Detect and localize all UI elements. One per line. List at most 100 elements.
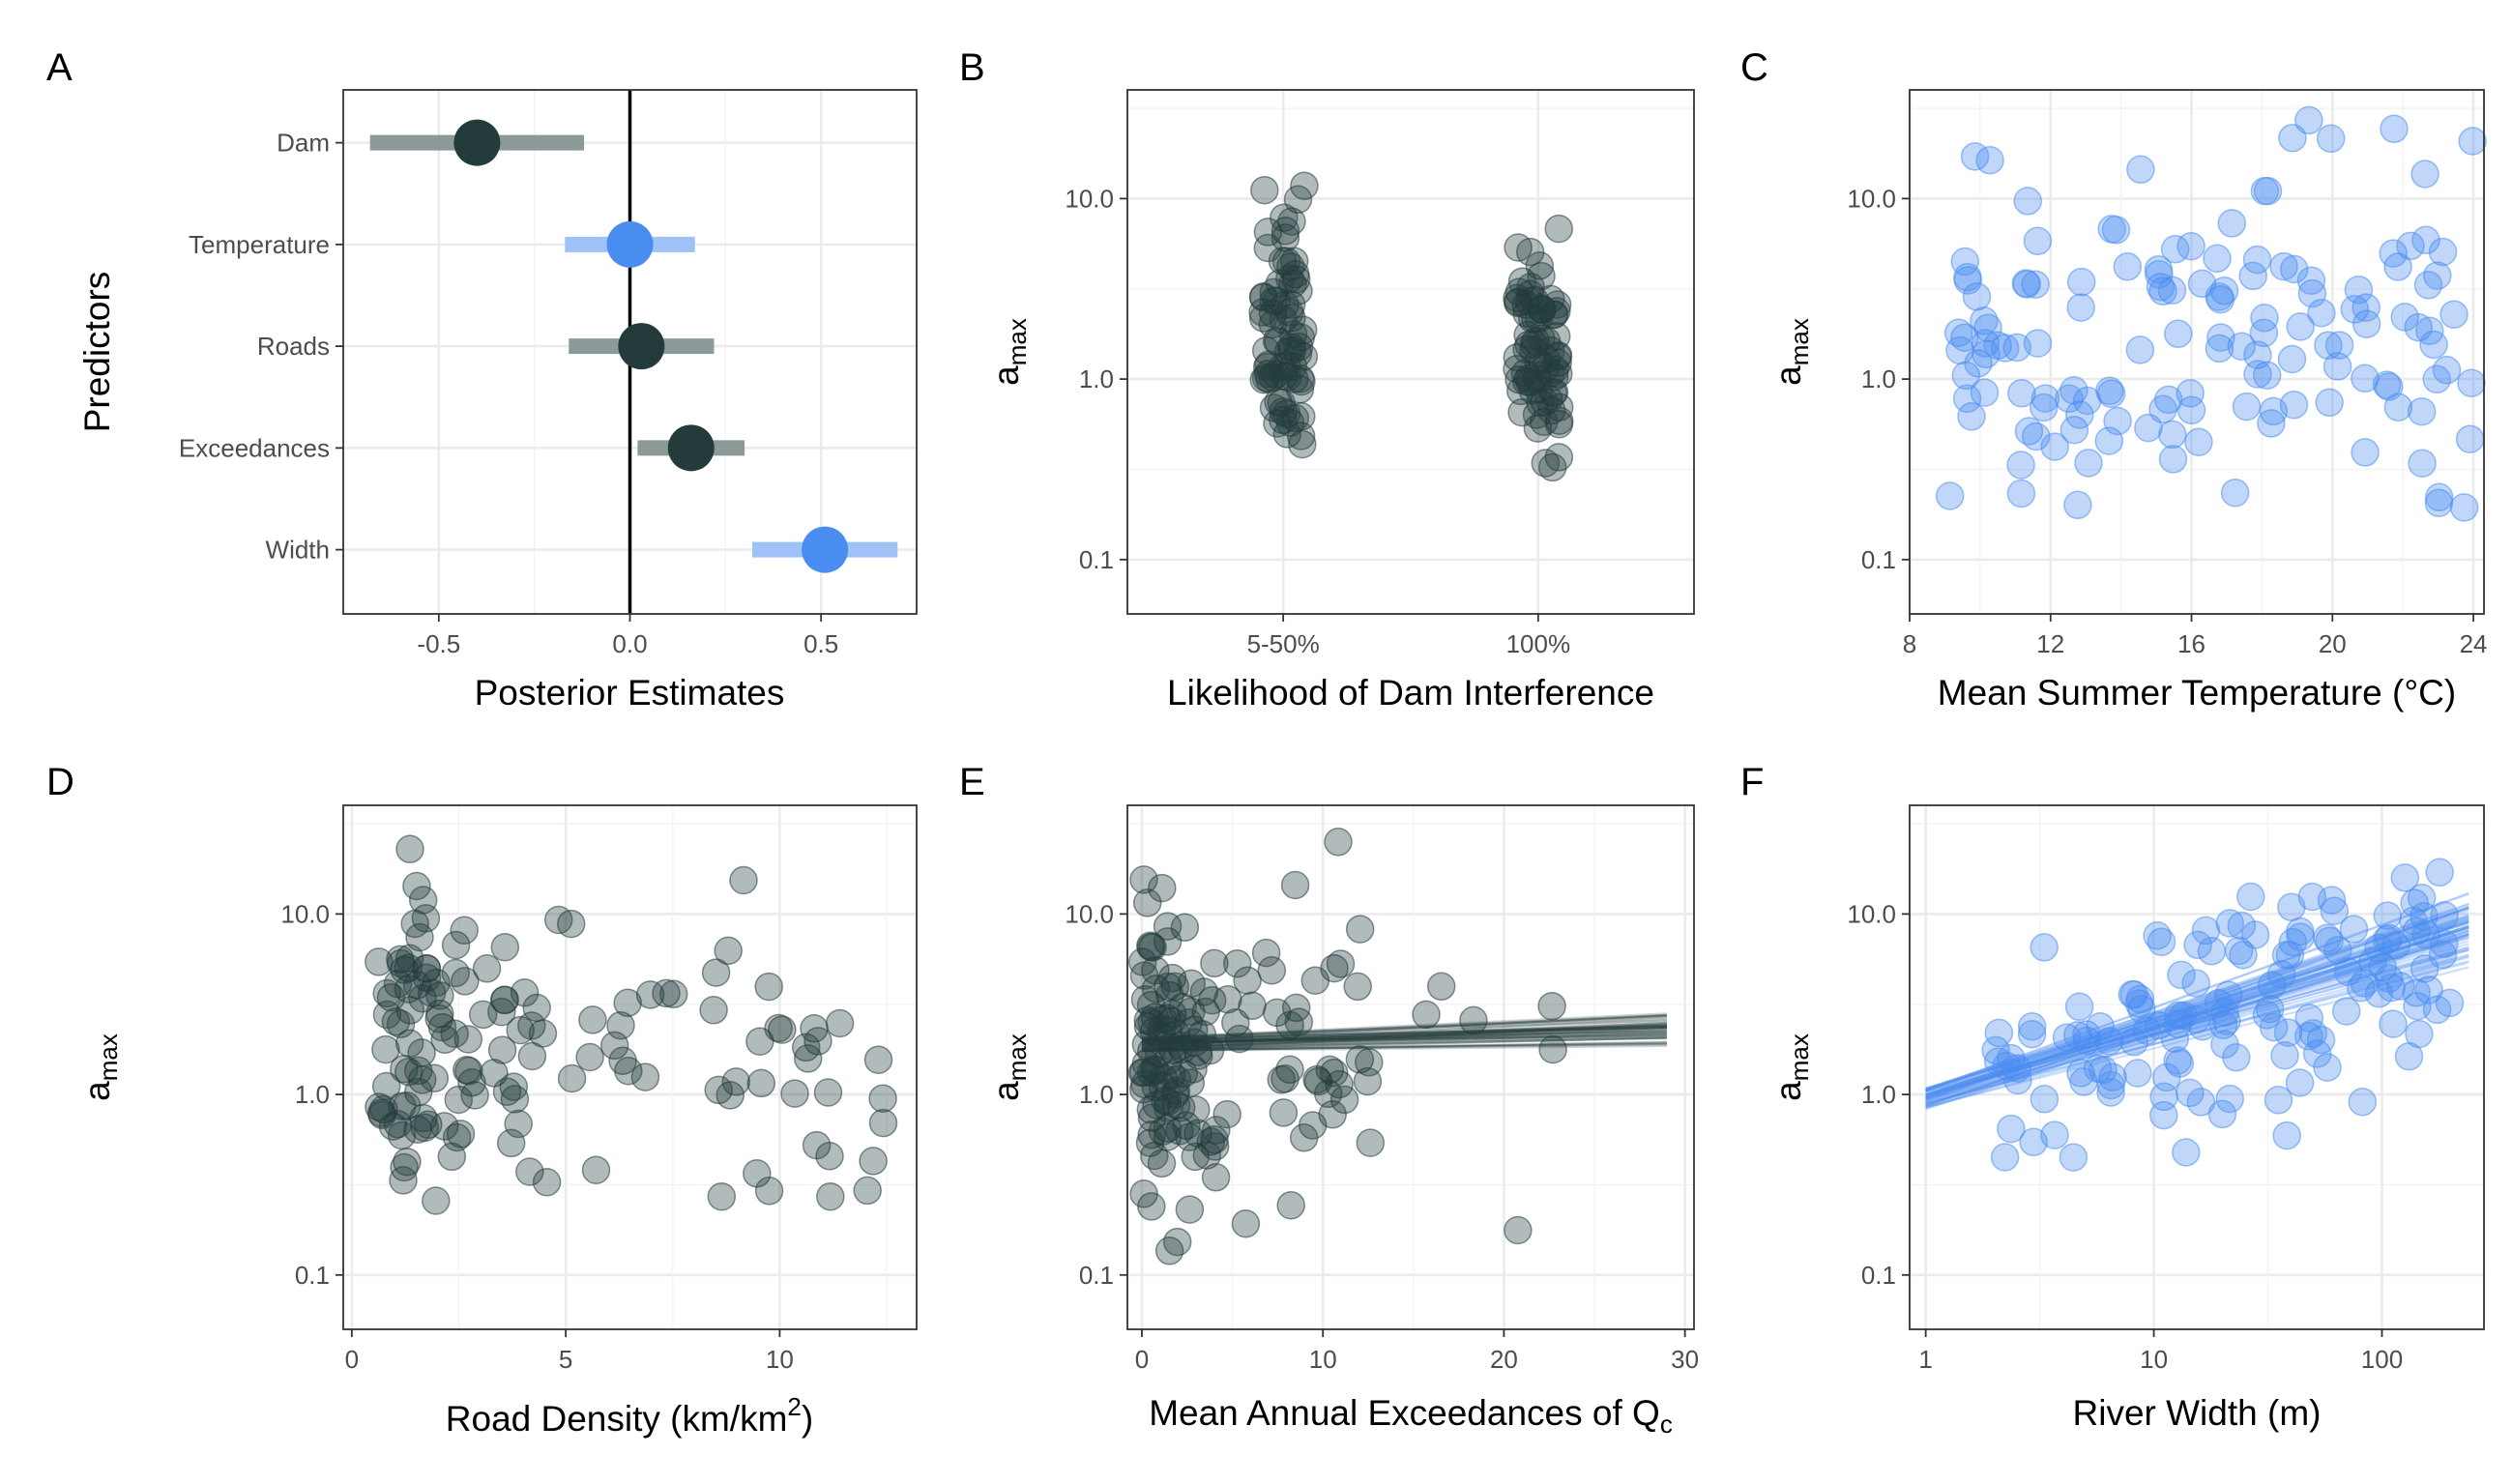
panel-d-data-point <box>746 1068 776 1098</box>
panel-d-data-point <box>490 932 520 962</box>
panel-e-data-point <box>1459 1005 1488 1035</box>
panel-a-predictor-label: Temperature <box>189 230 330 259</box>
panel-c-data-point <box>2296 266 2326 295</box>
panel-e-posterior-line <box>1141 1022 1667 1046</box>
panel-d-data-point <box>522 993 551 1023</box>
panel-f-data-point <box>2030 1085 2059 1114</box>
panel-d-data-point <box>635 980 665 1009</box>
panel-e-data-point <box>1157 999 1187 1029</box>
panel-c-y-tick-label: 1.0 <box>1861 364 1896 393</box>
panel-c-data-point <box>2372 370 2402 399</box>
panel-d-data-point <box>802 1130 832 1160</box>
panel-e-exceedances-scatter: E 0.1 1.0 10.0 0 10 20 30 Mean Annual Exceedan… <box>959 761 1699 1439</box>
panel-d-data-point <box>451 967 480 996</box>
panel-f-data-point <box>2410 902 2439 931</box>
panel-e-data-point <box>1225 1024 1254 1054</box>
panel-c-data-point <box>2314 331 2343 360</box>
panel-d-data-point <box>402 871 431 901</box>
panel-d-data-point <box>400 909 429 939</box>
panel-e-posterior-line <box>1141 1028 1667 1050</box>
panel-e-posterior-line <box>1141 1026 1667 1039</box>
panel-e-posterior-line <box>1141 1025 1667 1046</box>
panel-c-data-point <box>2125 335 2155 364</box>
panel-c-data-point <box>2419 330 2448 360</box>
panel-e-data-point <box>1133 1005 1163 1035</box>
panel-d-data-point <box>390 1054 419 1084</box>
panel-f-data-point <box>2017 1012 2047 1041</box>
panel-e-data-point <box>1300 966 1330 995</box>
panel-e-data-point <box>1201 1163 1231 1192</box>
panel-c-data-point <box>2250 176 2280 206</box>
panel-f-data-point <box>2123 1059 2152 1088</box>
panel-e-data-point <box>1326 949 1356 978</box>
panel-c-x-tick-label: 16 <box>2177 629 2205 658</box>
panel-e-data-point <box>1356 1128 1386 1157</box>
panel-b-data-point <box>1250 175 1279 205</box>
panel-b-data-point <box>1544 406 1574 435</box>
panel-f-data-point <box>2381 931 2410 960</box>
panel-c-data-point <box>2344 275 2374 305</box>
panel-b-data-point <box>1503 342 1533 372</box>
panel-f-data-point <box>2212 1006 2241 1035</box>
panel-c-data-point <box>2148 394 2177 424</box>
panel-f-data-point <box>2373 901 2403 930</box>
panel-c-data-point <box>2278 123 2307 153</box>
panel-e-posterior-line <box>1141 1027 1667 1040</box>
panel-f-river-width-scatter: F 0.1 1.0 10.0 1 10 100 River Width (m) amax <box>1740 761 2485 1433</box>
panel-c-data-point <box>2396 231 2425 261</box>
panel-e-posterior-line <box>1141 1033 1667 1049</box>
panel-f-data-point <box>2240 920 2270 949</box>
panel-e-data-point <box>1315 1055 1345 1085</box>
panel-f-data-point <box>2414 975 2443 1004</box>
panel-d-data-point <box>699 996 728 1025</box>
panel-a-y-axis-title: Predictors <box>77 272 117 433</box>
panel-e-posterior-line <box>1141 1031 1667 1045</box>
panel-d-y-axis-title: amax <box>77 1033 123 1101</box>
panel-e-posterior-line <box>1141 1029 1667 1049</box>
panel-c-data-point <box>2148 276 2177 306</box>
panel-e-data-point <box>1318 1100 1347 1129</box>
panel-b-data-point <box>1515 237 1545 267</box>
panel-f-posterior-line <box>1925 906 2469 1091</box>
panel-c-data-point <box>2407 396 2437 426</box>
panel-e-posterior-line <box>1141 1025 1667 1044</box>
panel-e-posterior-line <box>1141 1032 1667 1042</box>
panel-d-data-point <box>437 1142 467 1172</box>
panel-c-data-point <box>2322 352 2352 381</box>
panel-c-data-point <box>1975 146 2004 175</box>
panel-e-data-point <box>1222 948 1252 978</box>
panel-d-data-point <box>813 1078 843 1107</box>
panel-d-data-point <box>441 958 470 988</box>
panel-a-predictor-label: Exceedances <box>179 433 330 462</box>
panel-c-data-point <box>1935 481 1965 510</box>
panel-e-data-point <box>1166 1031 1195 1061</box>
panel-d-data-point <box>729 865 758 895</box>
panel-e-data-point <box>1303 1066 1333 1096</box>
panel-c-data-point <box>2232 392 2262 422</box>
panel-a-forest-plot: A -0.5 0.0 0.5 Dam Temperature Roads Exceedanc… <box>46 46 918 713</box>
panel-d-data-point <box>613 988 642 1018</box>
panel-c-data-point <box>2424 482 2454 512</box>
panel-a-estimate-point <box>802 526 849 573</box>
panel-f-data-point <box>2259 1012 2289 1042</box>
panel-c-data-point <box>2351 309 2381 338</box>
panel-c-data-point <box>2021 270 2050 299</box>
panel-c-data-point <box>2286 312 2315 341</box>
panel-d-data-point <box>372 978 401 1008</box>
panel-e-data-point <box>1275 1055 1304 1085</box>
panel-f-data-point <box>2127 994 2156 1024</box>
panel-d-data-point <box>716 1081 745 1110</box>
panel-e-posterior-line <box>1141 1023 1667 1047</box>
panel-d-data-point <box>868 1108 898 1138</box>
panel-d-data-point <box>499 1072 529 1101</box>
panel-f-data-point <box>2186 1088 2216 1117</box>
panel-f-data-point <box>2169 1001 2198 1031</box>
panel-c-data-point <box>2351 364 2380 393</box>
panel-d-road-density-scatter: D 0.1 1.0 10.0 0 5 10 Road Density (km/km2) a… <box>46 761 918 1439</box>
panel-d-data-point <box>468 1000 498 1030</box>
panel-f-data-point <box>2331 997 2361 1026</box>
panel-d-data-point <box>608 1046 637 1076</box>
panel-e-data-point <box>1170 913 1200 943</box>
panel-d-data-point <box>800 1014 829 1043</box>
panel-f-data-point <box>2017 1019 2047 1049</box>
